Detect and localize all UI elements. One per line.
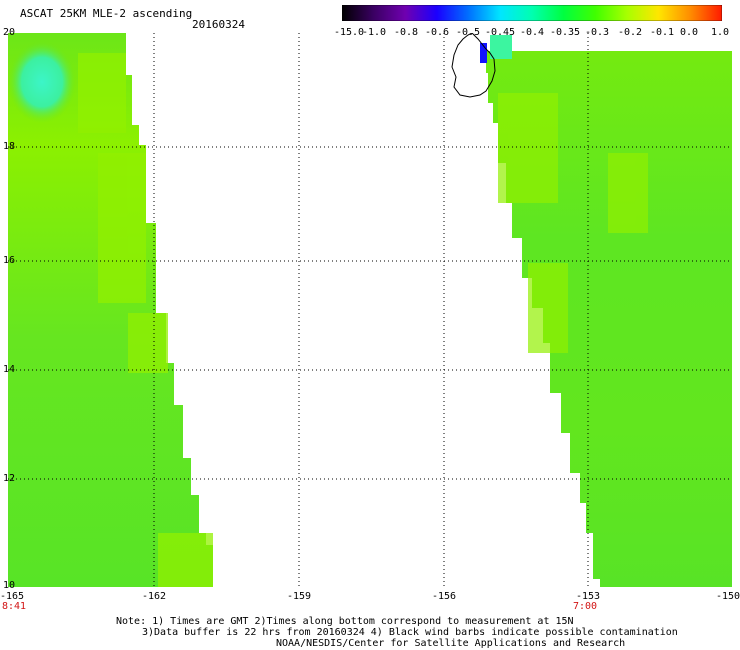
left-swath bbox=[8, 33, 213, 587]
map-date: 20160324 bbox=[192, 18, 245, 31]
lon-label-156: -156 bbox=[431, 591, 457, 602]
colorbar-tick-label: -0.45 bbox=[484, 27, 516, 38]
lat-label-18: 18 bbox=[3, 141, 16, 152]
colorbar-tick-label: 1.0 bbox=[710, 27, 730, 38]
colorbar-tick-label: -0.3 bbox=[584, 27, 610, 38]
lon-label-150: -150 bbox=[715, 591, 740, 602]
lon-label-153: -153 bbox=[575, 591, 601, 602]
left-swath-highlights bbox=[78, 53, 213, 587]
map-panel bbox=[8, 32, 732, 591]
colorbar-tick-label: -0.5 bbox=[455, 27, 481, 38]
right-swath-highlights bbox=[498, 93, 648, 353]
colorbar-tick-label: -0.6 bbox=[424, 27, 450, 38]
map-title: ASCAT 25KM MLE-2 ascending bbox=[20, 7, 193, 20]
colorbar-tick-label: -1.0 bbox=[361, 27, 387, 38]
note-line-2: 3)Data buffer is 22 hrs from 20160324 4)… bbox=[142, 627, 678, 638]
time-label-left: 8:41 bbox=[1, 601, 27, 612]
colorbar-tick-label: -0.4 bbox=[519, 27, 545, 38]
grid-lines bbox=[8, 33, 732, 587]
lat-label-16: 16 bbox=[3, 255, 16, 266]
colorbar-tick-label: 0.0 bbox=[679, 27, 699, 38]
coastline bbox=[451, 32, 496, 98]
low-value-patch bbox=[8, 41, 76, 123]
lat-label-14: 14 bbox=[3, 364, 16, 375]
lon-label-162: -162 bbox=[141, 591, 167, 602]
note-line-3: NOAA/NESDIS/Center for Satellite Applica… bbox=[276, 638, 626, 649]
lon-label-165: -165 bbox=[0, 591, 25, 602]
lon-label-159: -159 bbox=[286, 591, 312, 602]
colorbar-gradient bbox=[342, 5, 722, 21]
colorbar-tick-label: -0.1 bbox=[649, 27, 675, 38]
swath-map bbox=[8, 32, 732, 587]
note-line-1: Note: 1) Times are GMT 2)Times along bot… bbox=[116, 616, 574, 627]
colorbar-tick-label: -15.0 bbox=[333, 27, 365, 38]
right-swath-top bbox=[490, 35, 512, 59]
colorbar-tick-label: -0.8 bbox=[393, 27, 419, 38]
time-label-right: 7:00 bbox=[572, 601, 598, 612]
lat-label-20: 20 bbox=[3, 27, 16, 38]
lat-label-10: 10 bbox=[3, 580, 16, 591]
colorbar-tick-label: -0.2 bbox=[617, 27, 643, 38]
blue-pixel bbox=[480, 43, 487, 63]
colorbar-tick-label: -0.35 bbox=[549, 27, 581, 38]
colorbar bbox=[342, 5, 722, 21]
lat-label-12: 12 bbox=[3, 473, 16, 484]
